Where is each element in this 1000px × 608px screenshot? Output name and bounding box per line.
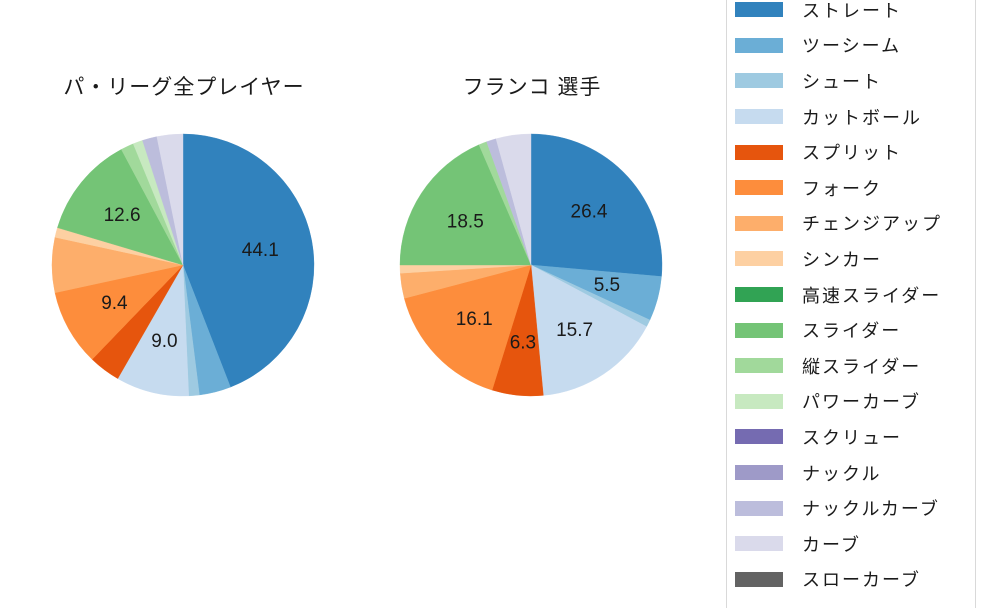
legend-item: 高速スライダー: [727, 277, 975, 313]
legend-item: スプリット: [727, 134, 975, 170]
left-pie-chart: 44.1 9.0 9.4 12.6: [51, 133, 315, 397]
legend-item: スクリュー: [727, 419, 975, 455]
right-pie-title: フランコ 選手: [462, 76, 602, 99]
legend-item-label: ストレート: [802, 0, 902, 21]
legend-item: ストレート: [727, 0, 975, 28]
legend-item: ナックルカーブ: [727, 490, 975, 526]
pie-slice-フォーク: [404, 264, 532, 391]
legend-color-swatch: [735, 180, 783, 196]
legend-item-label: ツーシーム: [802, 36, 902, 57]
legend-item: シュート: [727, 63, 975, 99]
pie-value-label: 16.1: [456, 309, 493, 330]
legend-item: ツーシーム: [727, 28, 975, 64]
legend-item: チェンジアップ: [727, 206, 975, 242]
legend-item-label: パワーカーブ: [802, 392, 921, 413]
pie-slice-スライダー: [57, 149, 184, 266]
legend-color-swatch: [735, 536, 783, 552]
legend-item-label: カットボール: [802, 107, 922, 128]
legend-item-label: スプリット: [802, 143, 902, 164]
legend-rows: ストレートツーシームシュートカットボール スプリットフォークチェンジアップ シンカー…: [727, 0, 975, 597]
legend-item: フォーク: [727, 170, 975, 206]
legend-color-swatch: [735, 571, 783, 587]
legend-item-label: チェンジアップ: [802, 214, 942, 235]
legend-color-swatch: [735, 37, 783, 53]
legend-item-label: 高速スライダー: [802, 285, 942, 306]
legend-color-swatch: [735, 393, 783, 409]
pie-value-label: 9.4: [101, 293, 128, 314]
legend-color-swatch: [735, 2, 783, 18]
legend-item-label: スライダー: [802, 321, 902, 342]
legend-item-label: スクリュー: [802, 427, 902, 448]
legend-color-swatch: [735, 73, 783, 89]
pie-value-label: 18.5: [447, 211, 484, 232]
legend-item: スライダー: [727, 312, 975, 348]
pie-value-label: 15.7: [556, 320, 593, 341]
legend-color-swatch: [735, 109, 783, 125]
legend-item: パワーカーブ: [727, 384, 975, 420]
right-pie-chart: 26.4 5.5 15.7 6.3 16.1 18.5: [399, 133, 663, 397]
legend-item: ナックル: [727, 455, 975, 491]
pie-value-label: 6.3: [510, 333, 536, 354]
legend-item-label: スローカーブ: [802, 570, 921, 591]
legend-color-swatch: [735, 500, 783, 516]
legend-item-label: シュート: [802, 71, 882, 92]
legend-item: カットボール: [727, 99, 975, 135]
legend-item-label: カーブ: [802, 534, 861, 555]
legend-item-label: フォーク: [802, 178, 882, 199]
pie-value-label: 44.1: [242, 240, 279, 261]
legend-color-swatch: [735, 215, 783, 231]
pie-slice-ストレート: [182, 133, 315, 388]
legend-color-swatch: [735, 144, 783, 160]
legend-item: カーブ: [727, 526, 975, 562]
pie-slice-スライダー: [399, 144, 532, 266]
legend-color-swatch: [735, 465, 783, 481]
legend-item: シンカー: [727, 241, 975, 277]
pie-slice-カーブ: [495, 133, 532, 266]
legend-item: 縦スライダー: [727, 348, 975, 384]
legend: ストレートツーシームシュートカットボール スプリットフォークチェンジアップ シンカー…: [726, 0, 976, 608]
pie-value-label: 26.4: [571, 201, 608, 222]
legend-item-label: ナックルカーブ: [802, 499, 940, 520]
left-pie-title: パ・リーグ全プレイヤー: [63, 76, 305, 99]
legend-item-label: 縦スライダー: [802, 356, 922, 377]
legend-color-swatch: [735, 358, 783, 374]
legend-color-swatch: [735, 251, 783, 267]
pie-value-label: 9.0: [151, 331, 177, 352]
legend-color-swatch: [735, 322, 783, 338]
pie-slice-カットボール: [530, 264, 647, 396]
legend-color-swatch: [735, 287, 783, 303]
legend-color-swatch: [735, 429, 783, 445]
pie-value-label: 12.6: [104, 205, 141, 226]
pie-value-label: 5.5: [594, 275, 620, 296]
pie-slice-カーブ: [156, 133, 184, 266]
pie-slice-ストレート: [530, 133, 663, 277]
legend-item-label: シンカー: [802, 249, 882, 270]
legend-item-label: ナックル: [802, 463, 882, 484]
pie-slice-フォーク: [54, 264, 184, 360]
legend-item: スローカーブ: [727, 562, 975, 598]
